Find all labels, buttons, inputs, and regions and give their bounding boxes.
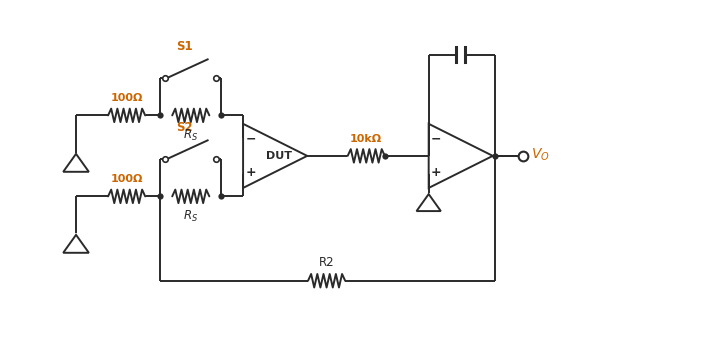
Text: DUT: DUT (265, 151, 291, 161)
Text: $R_S$: $R_S$ (183, 209, 198, 224)
Text: S2: S2 (175, 121, 193, 134)
Text: $R_S$: $R_S$ (183, 128, 198, 143)
Text: −: − (431, 133, 441, 146)
Text: +: + (431, 166, 441, 179)
Text: $V_O$: $V_O$ (531, 146, 550, 163)
Text: 100Ω: 100Ω (111, 174, 143, 184)
Text: 100Ω: 100Ω (111, 93, 143, 103)
Text: S1: S1 (175, 39, 193, 53)
Text: 10kΩ: 10kΩ (350, 134, 383, 144)
Text: +: + (245, 166, 256, 179)
Text: R2: R2 (319, 256, 334, 269)
Text: −: − (245, 133, 256, 146)
